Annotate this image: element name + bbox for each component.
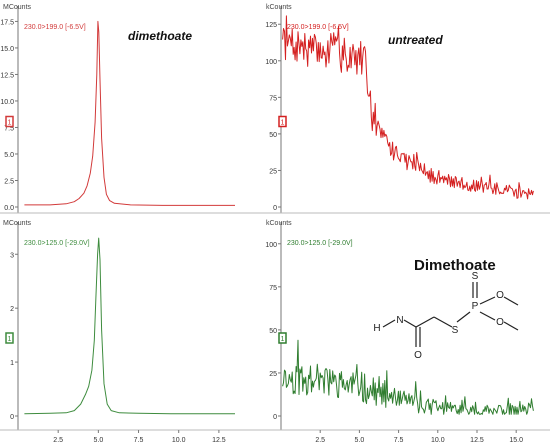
x-tick-label: 7.5	[394, 437, 404, 444]
x-tick-label: 15.0	[509, 437, 523, 444]
y-tick-label: 0	[10, 414, 14, 421]
atom-label: O	[496, 290, 504, 301]
y-tick-label: 50	[269, 132, 277, 139]
y-tick-label: 50	[269, 328, 277, 335]
trace-marker: 1	[5, 332, 14, 344]
x-tick-label: 2.5	[53, 437, 63, 444]
y-unit-label: MCounts	[3, 220, 32, 227]
bond	[479, 296, 496, 305]
y-unit-label: MCounts	[3, 4, 32, 11]
trace-marker: 1	[5, 115, 14, 128]
trace-marker-box	[5, 115, 14, 128]
chart-annotation: dimethoate	[128, 29, 192, 43]
chart-panel-bottom-right: kCounts 0 25 50 75 100 2.5 5.0 7.5 10.0 12.5 15.0 23…	[265, 220, 550, 444]
trace-marker-box	[278, 332, 287, 344]
atom-label: S	[452, 325, 459, 336]
x-tick-label: 7.5	[134, 437, 144, 444]
atom-label: O	[496, 317, 504, 328]
x-tick-label: 2.5	[315, 437, 325, 444]
y-unit-label: kCounts	[266, 220, 292, 227]
series-line	[24, 20, 235, 206]
bond	[403, 319, 417, 328]
y-tick-label: 2	[10, 306, 14, 313]
y-tick-label: 10.0	[0, 99, 14, 106]
y-tick-label: 125	[265, 22, 277, 29]
y-tick-label: 0.0	[4, 205, 14, 212]
y-tick-label: 75	[269, 95, 277, 102]
trace-marker-label: 1	[8, 336, 12, 343]
bond	[433, 316, 453, 328]
chart-annotation: Dimethoate	[414, 257, 496, 274]
y-tick-label: 7.5	[4, 125, 14, 132]
chart-panel-bottom-left: MCounts 0 1 2 3 2.5 5.0 7.5 10.0 12.5 230.0>125.0 …	[0, 220, 273, 444]
channel-label: 230.0>199.0 [-6.5V]	[287, 24, 349, 31]
y-tick-label: 12.5	[0, 72, 14, 79]
y-tick-label: 2.5	[4, 178, 14, 185]
y-tick-label: 100	[265, 242, 277, 249]
bond	[479, 311, 496, 321]
trace-marker-label: 1	[281, 336, 285, 343]
series-line	[282, 15, 534, 200]
trace-marker-label: 1	[281, 120, 285, 127]
channel-label: 230.0>125.0 [-29.0V]	[287, 240, 353, 247]
atom-label: O	[414, 350, 422, 361]
y-tick-label: 17.5	[0, 19, 14, 26]
chart-panel-top-left: MCounts 0.0 2.5 5.0 7.5 10.0 12.5 15.0 17.5 230.0…	[0, 4, 273, 214]
trace-marker-box	[278, 115, 287, 128]
channel-label: 230.0>125.0 [-29.0V]	[24, 240, 90, 247]
trace-marker-box	[5, 332, 14, 344]
x-tick-label: 12.5	[470, 437, 484, 444]
atom-label: H	[373, 323, 380, 334]
y-tick-label: 75	[269, 285, 277, 292]
x-tick-label: 10.0	[172, 437, 186, 444]
x-tick-label: 5.0	[355, 437, 365, 444]
dimethoate-structure	[382, 282, 519, 347]
x-tick-label: 12.5	[212, 437, 226, 444]
y-tick-label: 0	[273, 414, 277, 421]
atom-label: N	[396, 315, 403, 326]
trace-marker-label: 1	[8, 120, 12, 127]
bond	[503, 321, 519, 331]
x-tick-label: 5.0	[93, 437, 103, 444]
y-tick-label: 5.0	[4, 152, 14, 159]
atom-label: S	[472, 271, 479, 282]
y-unit-label: kCounts	[266, 4, 292, 11]
series-line	[24, 237, 235, 415]
y-tick-label: 25	[269, 168, 277, 175]
chart-annotation: untreated	[388, 33, 443, 47]
y-tick-label: 100	[265, 59, 277, 66]
y-tick-label: 1	[10, 360, 14, 367]
y-tick-label: 0	[273, 205, 277, 212]
chart-panel-top-right: kCounts 0 25 50 75 100 125 230.0>199.0 [-6.5V] 1…	[265, 4, 550, 214]
bond	[503, 296, 519, 306]
atom-label: P	[472, 301, 479, 312]
channel-label: 230.0>199.0 [-6.5V]	[24, 24, 86, 31]
y-tick-label: 25	[269, 371, 277, 378]
y-tick-label: 15.0	[0, 46, 14, 53]
x-tick-label: 10.0	[431, 437, 445, 444]
trace-marker: 1	[278, 332, 287, 344]
bond	[415, 316, 435, 328]
bond	[456, 311, 471, 323]
series-line	[282, 339, 534, 415]
bond	[382, 319, 396, 328]
y-tick-label: 3	[10, 252, 14, 259]
trace-marker: 1	[278, 115, 287, 128]
